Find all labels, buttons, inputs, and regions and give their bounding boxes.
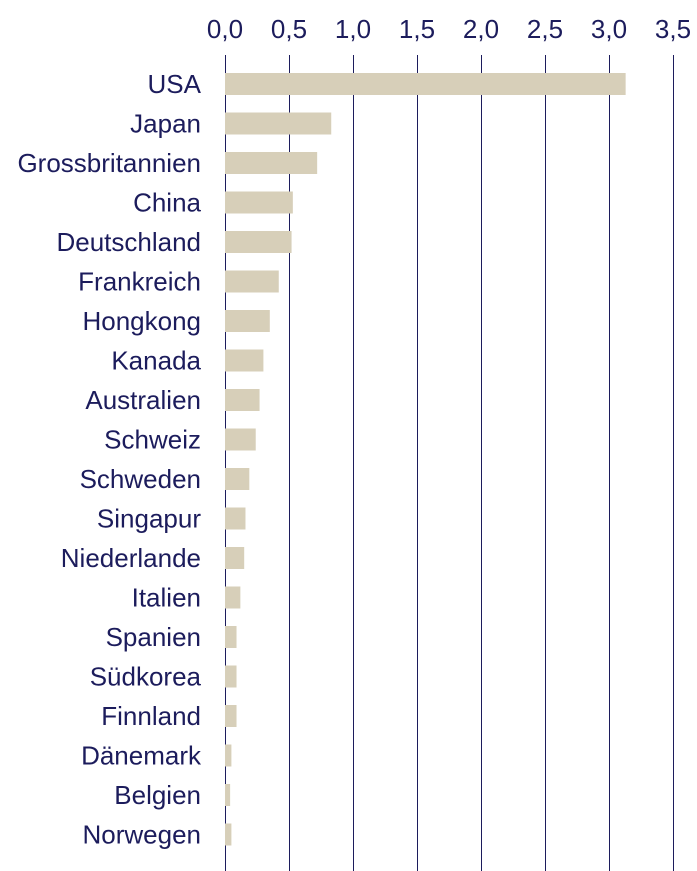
category-label: Kanada bbox=[111, 346, 201, 376]
category-labels: USA Japan Grossbritannien China Deutschland F… bbox=[17, 69, 202, 850]
x-tick-label: 3,5 bbox=[655, 14, 691, 44]
x-tick-label: 3,0 bbox=[591, 14, 627, 44]
x-tick-label: 0,0 bbox=[207, 14, 243, 44]
category-label: China bbox=[133, 188, 201, 218]
category-label: Spanien bbox=[106, 622, 201, 652]
bar bbox=[225, 507, 246, 530]
bars bbox=[225, 73, 626, 846]
bar bbox=[225, 586, 241, 609]
bar bbox=[225, 428, 256, 451]
category-label: Schweiz bbox=[104, 425, 201, 455]
bar bbox=[225, 665, 237, 688]
x-tick-label: 2,0 bbox=[463, 14, 499, 44]
bar bbox=[225, 270, 279, 293]
bar bbox=[225, 349, 264, 372]
category-label: Frankreich bbox=[78, 267, 201, 297]
category-label: USA bbox=[148, 69, 202, 99]
bar bbox=[225, 468, 250, 490]
bar bbox=[225, 310, 270, 332]
x-tick-label: 1,0 bbox=[335, 14, 371, 44]
x-tick-label: 1,5 bbox=[399, 14, 435, 44]
bar bbox=[225, 152, 318, 174]
category-label: Norwegen bbox=[82, 820, 201, 850]
category-label: Belgien bbox=[114, 780, 201, 810]
category-label: Hongkong bbox=[82, 306, 201, 336]
category-label: Schweden bbox=[80, 464, 201, 494]
bar bbox=[225, 744, 232, 767]
category-label: Italien bbox=[132, 583, 201, 613]
category-label: Grossbritannien bbox=[17, 148, 201, 178]
bar bbox=[225, 112, 332, 135]
x-tick-label: 0,5 bbox=[271, 14, 307, 44]
gridlines bbox=[225, 55, 674, 871]
category-label: Australien bbox=[85, 385, 201, 415]
bar bbox=[225, 823, 232, 846]
bar bbox=[225, 547, 245, 569]
bar bbox=[225, 705, 237, 727]
category-label: Niederlande bbox=[61, 543, 201, 573]
bar bbox=[225, 626, 237, 648]
category-label: Deutschland bbox=[56, 227, 201, 257]
bar bbox=[225, 389, 260, 411]
category-label: Singapur bbox=[97, 504, 201, 534]
category-label: Südkorea bbox=[90, 662, 202, 692]
bar bbox=[225, 191, 293, 214]
category-label: Japan bbox=[130, 109, 201, 139]
x-tick-label: 2,5 bbox=[527, 14, 563, 44]
category-label: Finnland bbox=[101, 701, 201, 731]
bar bbox=[225, 231, 292, 253]
bar bbox=[225, 784, 231, 806]
x-axis-tick-labels: 0,0 0,5 1,0 1,5 2,0 2,5 3,0 3,5 bbox=[207, 14, 691, 44]
bar bbox=[225, 73, 626, 95]
category-label: Dänemark bbox=[81, 741, 202, 771]
